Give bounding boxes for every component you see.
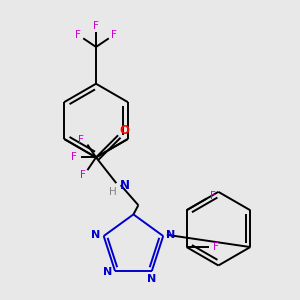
Text: N: N: [120, 179, 130, 192]
Text: N: N: [147, 274, 157, 284]
Text: N: N: [91, 230, 101, 240]
Text: O: O: [119, 124, 129, 137]
Text: F: F: [210, 191, 216, 201]
Text: H: H: [109, 187, 116, 197]
Text: F: F: [80, 170, 85, 180]
Text: F: F: [71, 152, 77, 162]
Text: F: F: [78, 135, 84, 145]
Text: F: F: [75, 30, 81, 40]
Text: F: F: [112, 30, 117, 40]
Text: F: F: [212, 242, 218, 252]
Text: N: N: [103, 267, 112, 277]
Text: F: F: [93, 21, 99, 31]
Text: N: N: [167, 230, 176, 240]
